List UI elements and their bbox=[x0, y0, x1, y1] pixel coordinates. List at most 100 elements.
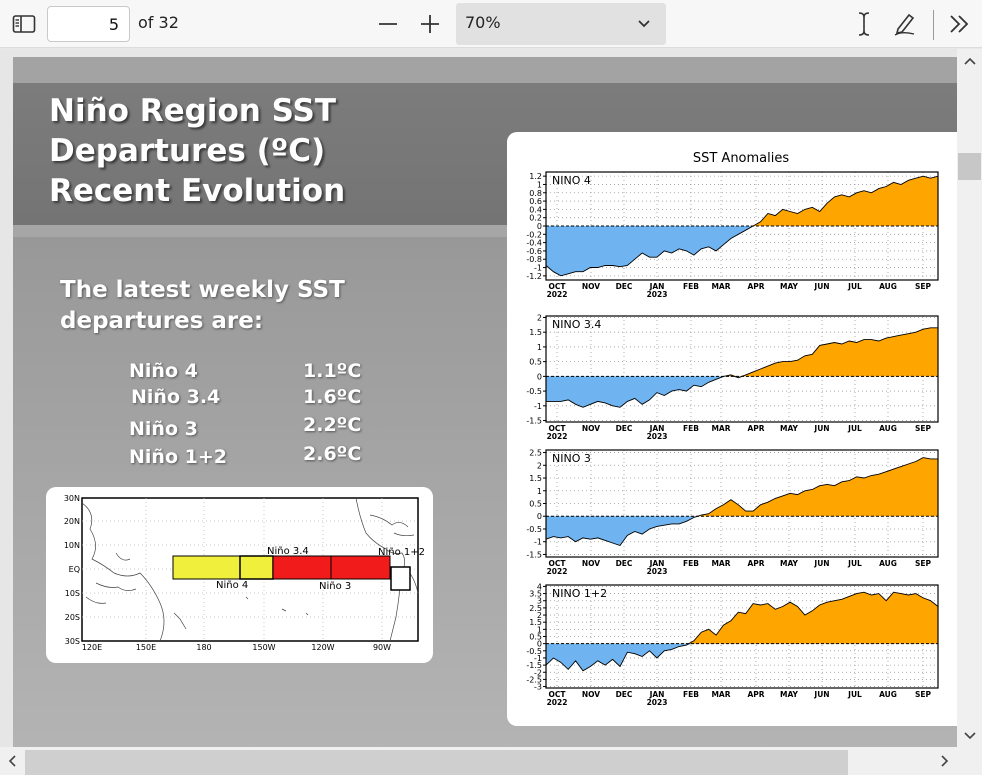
nino-regions-map: Niño 3.4 Niño 1+2 Niño 4 Niño 3 30N 20N … bbox=[64, 494, 424, 652]
y-tick-label: 2 bbox=[537, 611, 542, 620]
y-tick-label: -0.5 bbox=[526, 525, 542, 534]
plus-icon bbox=[421, 15, 439, 33]
lon-label: 150W bbox=[252, 643, 275, 652]
x-year-label: 2022 bbox=[547, 432, 568, 441]
y-tick-label: -1 bbox=[534, 654, 542, 663]
departure-region: Niño 1+2 bbox=[129, 446, 227, 468]
panel-name: NINO 1+2 bbox=[552, 587, 607, 600]
x-tick-label: JUN bbox=[813, 424, 829, 433]
x-tick-label: SEP bbox=[915, 282, 932, 291]
x-tick-label: JAN bbox=[649, 424, 665, 433]
vertical-scroll-thumb[interactable] bbox=[958, 153, 981, 180]
x-tick-label: SEP bbox=[915, 559, 932, 568]
y-tick-label: 0.6 bbox=[529, 197, 542, 206]
more-tools-button[interactable] bbox=[943, 8, 975, 40]
x-tick-label: MAR bbox=[711, 690, 730, 699]
x-tick-label: SEP bbox=[915, 690, 932, 699]
x-tick-label: AUG bbox=[879, 282, 897, 291]
x-tick-label: APR bbox=[747, 282, 764, 291]
y-tick-label: 0 bbox=[537, 640, 542, 649]
y-tick-label: 0.8 bbox=[529, 189, 542, 198]
draw-button[interactable] bbox=[889, 8, 921, 40]
slide-intro: The latest weekly SST departures are: bbox=[60, 277, 345, 334]
y-tick-label: 0.5 bbox=[529, 500, 542, 509]
x-tick-label: NOV bbox=[582, 282, 600, 291]
horizontal-scroll-thumb[interactable] bbox=[25, 750, 848, 775]
x-tick-label: JUL bbox=[847, 690, 862, 699]
x-tick-label: DEC bbox=[616, 690, 633, 699]
y-tick-label: 1.2 bbox=[529, 172, 542, 181]
positive-anomaly-area bbox=[546, 592, 938, 644]
lon-label: 90W bbox=[373, 643, 391, 652]
sidebar-toggle-button[interactable] bbox=[8, 8, 40, 40]
x-tick-label: MAY bbox=[780, 559, 799, 568]
x-tick-label: MAY bbox=[780, 690, 799, 699]
nino3-region bbox=[330, 555, 391, 580]
y-tick-label: 1.5 bbox=[529, 474, 542, 483]
y-tick-label: -1 bbox=[534, 264, 542, 273]
y-tick-label: -1 bbox=[534, 538, 542, 547]
negative-anomaly-area bbox=[546, 226, 938, 276]
document-viewport[interactable]: Niño Region SST Departures (ºC) Recent E… bbox=[0, 49, 957, 747]
lat-label: 20S bbox=[65, 613, 80, 622]
y-tick-label: -1.5 bbox=[526, 550, 542, 559]
zoom-select[interactable]: 70% bbox=[456, 3, 666, 45]
x-tick-label: DEC bbox=[616, 559, 633, 568]
departure-row: Niño 4 1.1ºC bbox=[129, 360, 389, 390]
y-tick-label: 2 bbox=[537, 313, 542, 322]
y-tick-label: 3 bbox=[537, 597, 542, 606]
nino4-region bbox=[172, 555, 241, 580]
x-tick-label: MAR bbox=[711, 424, 730, 433]
y-tick-label: -0.6 bbox=[526, 247, 542, 256]
lat-label: 10N bbox=[64, 541, 80, 550]
scroll-up-button[interactable] bbox=[961, 52, 979, 70]
y-tick-label: 1 bbox=[537, 487, 542, 496]
x-tick-label: AUG bbox=[879, 690, 897, 699]
scroll-right-button[interactable] bbox=[936, 752, 954, 770]
departure-region: Niño 3 bbox=[129, 418, 198, 440]
y-tick-label: 0 bbox=[537, 372, 542, 381]
scroll-left-button[interactable] bbox=[3, 752, 21, 770]
x-tick-label: APR bbox=[747, 424, 764, 433]
pen-icon bbox=[894, 13, 915, 36]
map-label-nino12: Niño 1+2 bbox=[378, 547, 424, 558]
x-year-label: 2022 bbox=[547, 290, 568, 299]
x-tick-label: JUL bbox=[847, 559, 862, 568]
y-tick-label: 3.5 bbox=[529, 590, 542, 599]
text-select-button[interactable] bbox=[848, 8, 880, 40]
x-tick-label: JUN bbox=[813, 690, 829, 699]
lat-label: 20N bbox=[64, 517, 80, 526]
page-count: of 32 bbox=[138, 13, 179, 32]
x-tick-label: FEB bbox=[683, 424, 699, 433]
y-tick-label: 2.5 bbox=[529, 604, 542, 613]
y-tick-label: 0.2 bbox=[529, 214, 542, 223]
sidebar-toggle-icon bbox=[12, 15, 36, 33]
slide-title: Niño Region SST Departures (ºC) Recent E… bbox=[49, 93, 346, 209]
zoom-in-button[interactable] bbox=[414, 8, 446, 40]
positive-anomaly-area bbox=[546, 457, 938, 517]
page-number-input[interactable] bbox=[47, 6, 130, 42]
y-tick-label: -1 bbox=[534, 402, 542, 411]
zoom-out-button[interactable] bbox=[372, 8, 404, 40]
x-tick-label: OCT bbox=[549, 282, 567, 291]
lon-label: 180 bbox=[196, 643, 211, 652]
departure-value: 2.2ºC bbox=[303, 414, 362, 436]
y-tick-label: 1.5 bbox=[529, 328, 542, 337]
x-tick-label: APR bbox=[747, 559, 764, 568]
anomaly-line bbox=[545, 175, 939, 277]
y-tick-label: -0.2 bbox=[526, 230, 542, 239]
x-tick-label: MAR bbox=[711, 282, 730, 291]
lon-label: 120W bbox=[311, 643, 334, 652]
pdf-toolbar: of 32 70% bbox=[0, 0, 982, 48]
x-year-label: 2023 bbox=[647, 290, 668, 299]
x-year-label: 2022 bbox=[547, 698, 568, 707]
y-tick-label: 2 bbox=[537, 461, 542, 470]
scroll-down-button[interactable] bbox=[961, 727, 979, 745]
y-tick-label: 4 bbox=[537, 582, 542, 591]
y-tick-label: -0.4 bbox=[526, 239, 542, 248]
y-tick-label: 0 bbox=[537, 512, 542, 521]
chart-title: SST Anomalies bbox=[693, 151, 790, 166]
y-tick-label: -1.2 bbox=[526, 272, 542, 281]
negative-anomaly-area bbox=[546, 643, 938, 671]
y-tick-label: 1 bbox=[537, 625, 542, 634]
